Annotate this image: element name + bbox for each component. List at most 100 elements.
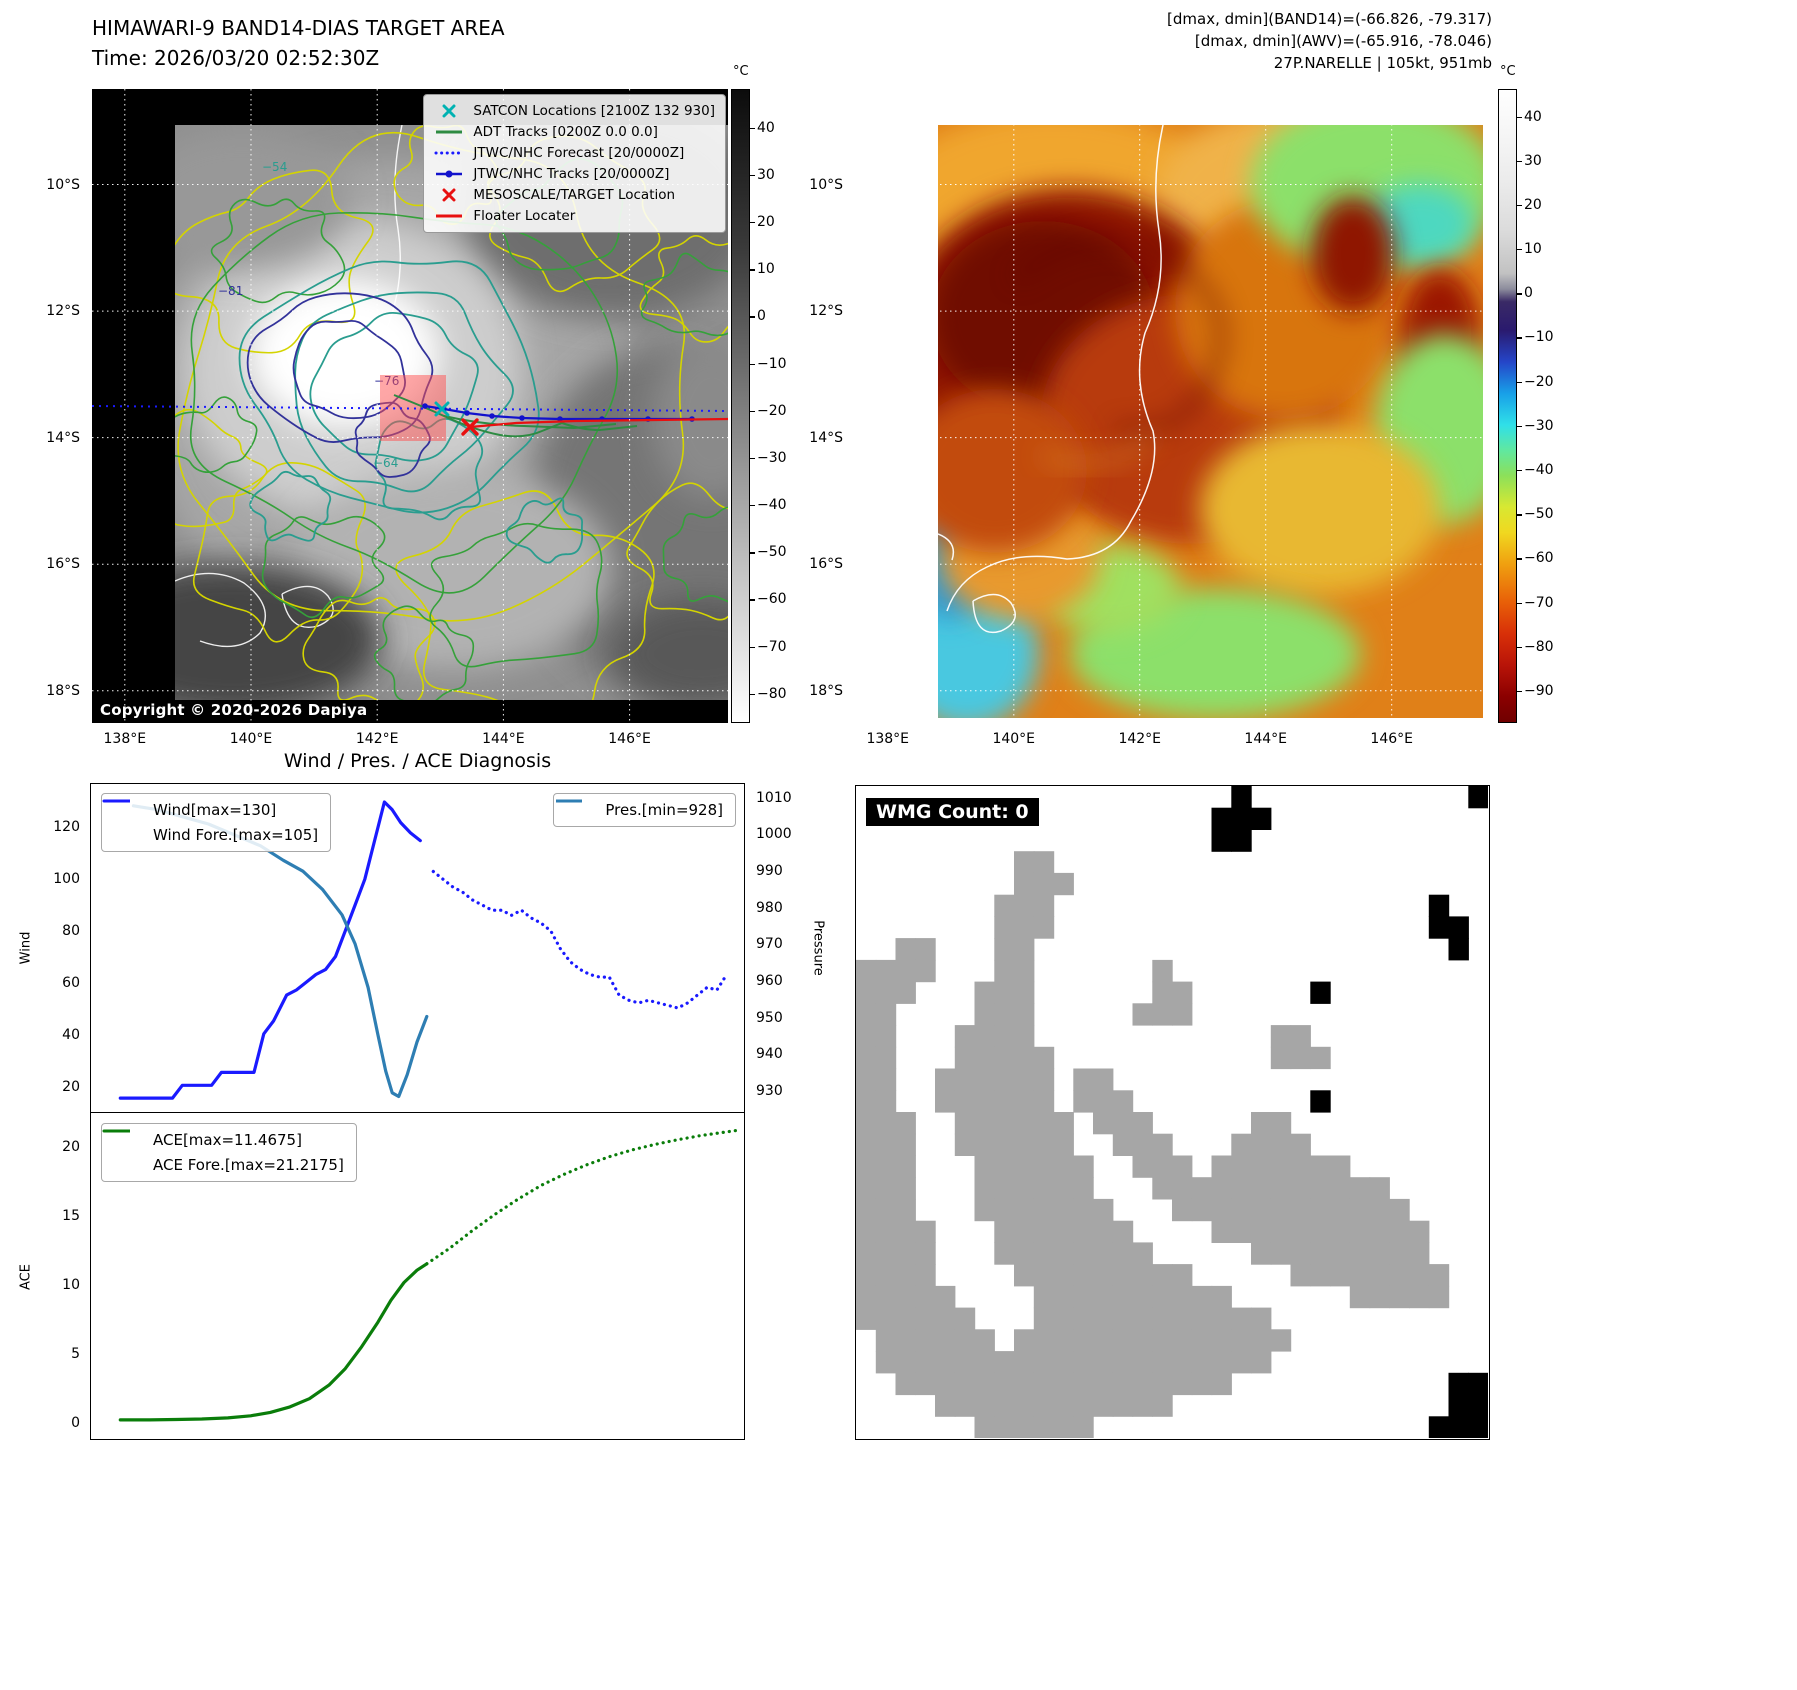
y-tick-label: 1010 bbox=[756, 789, 792, 806]
colorbar-tick-label: 0 bbox=[750, 308, 766, 325]
ace-y-axis: 0 5 10 15 20 bbox=[34, 1113, 86, 1440]
ace-chart: ACE[max=11.4675] ACE Fore.[max=21.2175] bbox=[90, 1113, 745, 1440]
band14-lat-axis: 10°S 12°S 14°S 16°S 18°S bbox=[34, 89, 86, 723]
lon-tick-label: 138°E bbox=[866, 731, 910, 747]
y-tick-label: 120 bbox=[53, 819, 80, 836]
ace-legend: ACE[max=11.4675] ACE Fore.[max=21.2175] bbox=[101, 1123, 357, 1182]
awv-colorbar-unit: °C bbox=[1500, 64, 1516, 79]
line-marker bbox=[434, 209, 464, 223]
band14-map-panel: −54−81−76−64 SATCON Locations [2100Z 132… bbox=[92, 89, 728, 723]
y-tick-label: 930 bbox=[756, 1083, 783, 1099]
legend-label: ADT Tracks [0200Z 0.0 0.0] bbox=[473, 124, 658, 140]
lat-tick-label: 10°S bbox=[46, 176, 80, 193]
y-tick-label: 5 bbox=[71, 1346, 80, 1363]
legend-item: ADT Tracks [0200Z 0.0 0.0] bbox=[434, 124, 715, 140]
awv-map-panel bbox=[855, 89, 1490, 723]
y-tick-label: 970 bbox=[756, 936, 783, 953]
pressure-y-axis: 930 940 950 960 970 980 990 1000 1010 bbox=[750, 783, 810, 1113]
legend-item: JTWC/NHC Tracks [20/0000Z] bbox=[434, 166, 715, 182]
lon-tick-label: 144°E bbox=[482, 731, 525, 747]
lon-tick-label: 142°E bbox=[355, 731, 399, 747]
colorbar-tick-label: −30 bbox=[750, 449, 787, 466]
y-tick-label: 950 bbox=[756, 1009, 783, 1026]
colorbar-tick-label: 40 bbox=[750, 119, 775, 136]
ace-plot-area bbox=[118, 1128, 739, 1422]
dotted-marker bbox=[102, 799, 144, 842]
colorbar-tick-label: −60 bbox=[750, 591, 787, 608]
dotted-marker bbox=[434, 146, 464, 160]
svg-text:−81: −81 bbox=[218, 284, 243, 298]
lon-tick-label: 144°E bbox=[1244, 731, 1288, 747]
y-tick-label: 960 bbox=[756, 973, 783, 989]
y-tick-label: 10 bbox=[62, 1277, 80, 1294]
y-tick-label: 40 bbox=[62, 1027, 80, 1044]
line-marker bbox=[434, 125, 464, 139]
legend-label: ACE[max=11.4675] bbox=[153, 1131, 302, 1149]
y-tick-label: 100 bbox=[53, 871, 80, 888]
x-marker bbox=[434, 104, 464, 118]
band14-lon-axis: 138°E 140°E 142°E 144°E 146°E bbox=[92, 729, 728, 751]
awv-lat-axis: 10°S 12°S 14°S 16°S 18°S bbox=[797, 89, 849, 723]
dmax-dmin-band14: [dmax, dmin](BAND14)=(-66.826, -79.317) bbox=[1167, 10, 1492, 28]
legend-item: JTWC/NHC Forecast [20/0000Z] bbox=[434, 145, 715, 161]
legend-label: ACE Fore.[max=21.2175] bbox=[153, 1156, 344, 1174]
band14-title: HIMAWARI-9 BAND14-DIAS TARGET AREA bbox=[92, 16, 505, 40]
lon-tick-label: 142°E bbox=[1118, 731, 1162, 747]
lat-tick-label: 16°S bbox=[809, 556, 843, 573]
legend-item: ACE[max=11.4675] bbox=[104, 1129, 344, 1149]
band14-colorbar-unit: °C bbox=[733, 64, 749, 79]
y-tick-label: 980 bbox=[756, 899, 783, 916]
wmg-grid-map bbox=[856, 786, 1488, 1438]
colorbar-tick-label: −20 bbox=[750, 402, 787, 419]
ace-axis-label: ACE bbox=[18, 1264, 34, 1290]
line-dot-marker bbox=[434, 167, 464, 181]
colorbar-tick-label: −10 bbox=[750, 355, 787, 372]
colorbar-tick-label: −40 bbox=[750, 497, 787, 514]
legend-label: Wind[max=130] bbox=[153, 801, 277, 819]
colorbar-tick-label: 10 bbox=[750, 261, 775, 278]
wind-legend: Wind[max=130] Wind Fore.[max=105] bbox=[101, 793, 332, 852]
y-tick-label: 60 bbox=[62, 975, 80, 992]
colorbar-tick-label: 40 bbox=[1517, 108, 1542, 125]
y-tick-label: 80 bbox=[62, 923, 80, 940]
colorbar-tick-label: −70 bbox=[750, 638, 787, 655]
awv-lon-axis: 138°E 140°E 142°E 144°E 146°E bbox=[855, 729, 1490, 751]
colorbar-tick-label: −30 bbox=[1517, 417, 1554, 434]
lon-tick-label: 146°E bbox=[1370, 731, 1414, 747]
colorbar-tick-label: −80 bbox=[1517, 638, 1554, 655]
colorbar-tick-label: 10 bbox=[1517, 241, 1542, 258]
legend-item: Pres.[min=928] bbox=[556, 799, 723, 819]
dotted-marker bbox=[102, 1129, 144, 1172]
y-tick-label: 990 bbox=[756, 863, 783, 879]
legend-label: Pres.[min=928] bbox=[605, 801, 723, 819]
legend-item: Floater Locater bbox=[434, 208, 715, 224]
colorbar-tick-label: 20 bbox=[1517, 196, 1542, 213]
lon-tick-label: 146°E bbox=[608, 731, 651, 747]
lat-tick-label: 12°S bbox=[809, 303, 843, 320]
y-tick-label: 20 bbox=[62, 1139, 80, 1156]
band14-legend: SATCON Locations [2100Z 132 930] ADT Trac… bbox=[423, 94, 726, 233]
legend-item: ACE Fore.[max=21.2175] bbox=[102, 1129, 344, 1174]
legend-label: Floater Locater bbox=[473, 208, 576, 224]
svg-text:−54: −54 bbox=[262, 160, 287, 174]
y-tick-label: 1000 bbox=[756, 826, 792, 843]
legend-item: SATCON Locations [2100Z 132 930] bbox=[434, 103, 715, 119]
legend-label: JTWC/NHC Tracks [20/0000Z] bbox=[473, 166, 670, 182]
lon-tick-label: 138°E bbox=[103, 731, 147, 747]
legend-label: Wind Fore.[max=105] bbox=[153, 826, 319, 844]
wind-axis-label: Wind bbox=[18, 931, 34, 965]
y-tick-label: 940 bbox=[756, 1046, 783, 1063]
lat-tick-label: 16°S bbox=[46, 556, 80, 573]
line-marker bbox=[556, 799, 596, 817]
lat-tick-label: 18°S bbox=[46, 682, 80, 699]
colorbar-tick-label: 0 bbox=[1517, 285, 1533, 302]
wind-pressure-chart: Wind[max=130] Wind Fore.[max=105] Pres.[m… bbox=[90, 783, 745, 1113]
lon-tick-label: 140°E bbox=[229, 731, 273, 747]
dmax-dmin-awv: [dmax, dmin](AWV)=(-65.916, -78.046) bbox=[1194, 32, 1492, 50]
pressure-axis-label: Pressure bbox=[810, 920, 826, 976]
lat-tick-label: 10°S bbox=[809, 176, 843, 193]
colorbar-tick-label: −50 bbox=[1517, 506, 1554, 523]
colorbar-tick-label: −70 bbox=[1517, 594, 1554, 611]
legend-label: MESOSCALE/TARGET Location bbox=[473, 187, 676, 203]
